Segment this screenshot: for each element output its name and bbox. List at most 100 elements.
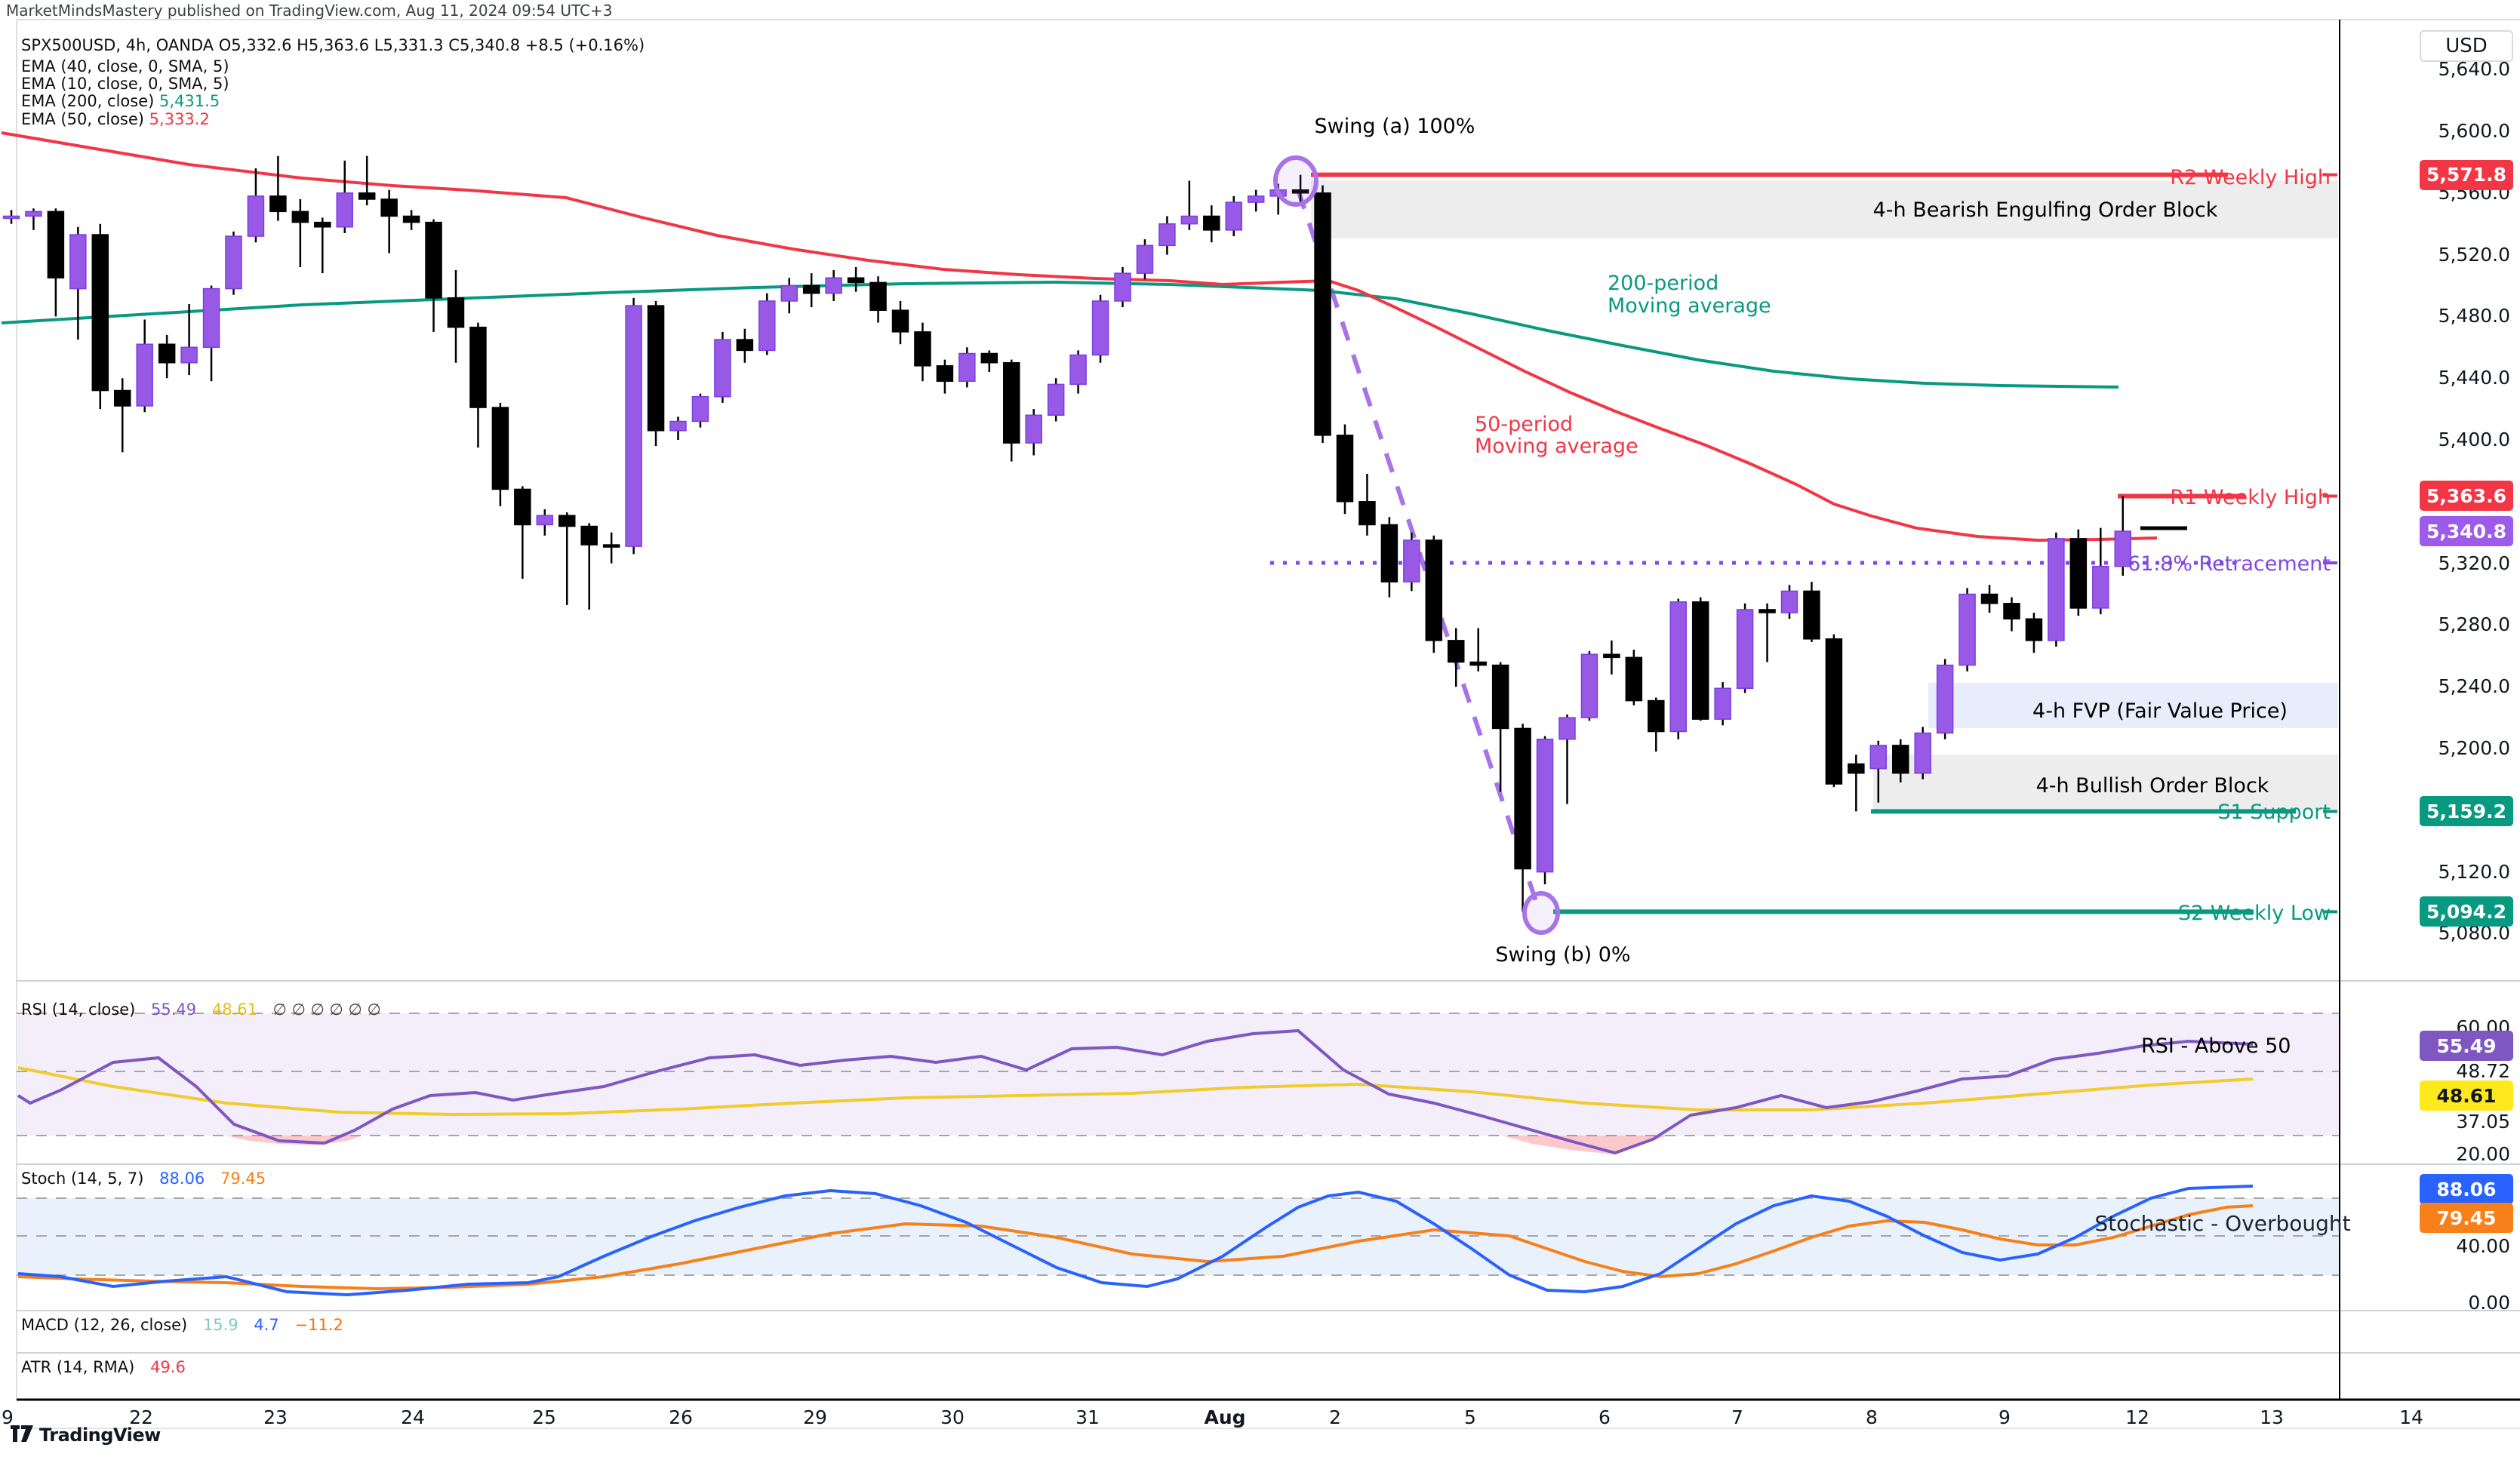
stoch-legend-row: Stoch (14, 5, 7) 88.06 79.45: [21, 1170, 276, 1188]
time-tick-label: 5: [1464, 1406, 1476, 1428]
time-tick-label: 6: [1598, 1406, 1611, 1428]
candle-body: [1380, 524, 1398, 582]
rsi-legend-row: RSI (14, close) 55.49 48.61 ∅ ∅ ∅ ∅ ∅ ∅: [21, 1000, 392, 1019]
candle-body: [647, 305, 665, 432]
s2-level-label: S2 Weekly Low: [2177, 902, 2331, 925]
ema40-legend: EMA (40, close, 0, SMA, 5): [21, 57, 229, 75]
candle-body: [1314, 192, 1331, 436]
time-tick-label: 2: [1329, 1406, 1341, 1428]
candle-body: [1047, 383, 1065, 416]
candle-body: [25, 211, 42, 217]
candle-body: [1069, 354, 1087, 386]
candle-body: [269, 195, 287, 213]
stoch-annotation: Stochastic - Overbought: [2094, 1211, 2351, 1236]
fair_value_price-box: [1928, 683, 2338, 728]
ema200-line: [1, 280, 2119, 389]
candle-body: [1603, 653, 1620, 659]
candle-body: [2048, 538, 2065, 641]
candle-body: [1358, 501, 1376, 526]
candle-body: [1758, 609, 1776, 613]
macd-label: MACD (12, 26, close): [21, 1316, 188, 1334]
fvp-label: 4-h FVP (Fair Value Price): [2032, 699, 2288, 723]
ma200-label-line1: 200-period: [1608, 272, 1719, 295]
time-tick-label: 13: [2260, 1406, 2284, 1428]
indicator-tick-label: 0.00: [2468, 1292, 2510, 1314]
indicator-tick-label: 20.00: [2456, 1143, 2510, 1165]
time-tick-label: 31: [1075, 1406, 1100, 1428]
ema50-label: EMA (50, close): [21, 110, 144, 128]
candle-body: [491, 407, 509, 490]
stoch-label: Stoch (14, 5, 7): [21, 1170, 144, 1188]
time-tick-label: 7: [1731, 1406, 1743, 1428]
candle-body: [1648, 699, 1665, 733]
stoch-k-line: [17, 1185, 2254, 1297]
candle-body: [314, 221, 331, 228]
candle-body: [1580, 653, 1598, 718]
indicator-badge: 88.06: [2420, 1174, 2513, 1204]
ema50-legend: EMA (50, close) 5,333.2: [21, 110, 210, 128]
rsi-annotation: RSI - Above 50: [2141, 1034, 2291, 1058]
price-tick-label: 5,240.0: [2438, 675, 2510, 698]
swing-a-label: Swing (a) 100%: [1314, 115, 1475, 138]
candle-body: [1625, 656, 1643, 702]
candle-body: [1803, 590, 1820, 640]
atr-label: ATR (14, RMA): [21, 1358, 135, 1376]
candle-body: [1958, 593, 1976, 666]
candle-body: [736, 339, 754, 352]
bullish_order_block-box: [1873, 755, 2338, 810]
candle-body: [2025, 618, 2043, 641]
candle-body: [714, 339, 731, 398]
candle-body: [1291, 189, 1309, 194]
candle-body: [1091, 300, 1109, 356]
candle-body: [180, 346, 198, 364]
indicator-badge: 79.45: [2420, 1203, 2513, 1233]
candle-body: [1558, 717, 1576, 740]
candle-body: [1914, 732, 1931, 774]
price-axis[interactable]: USD: [2340, 20, 2520, 1400]
candle-body: [1536, 738, 1554, 873]
candle-body: [825, 277, 842, 294]
candle-body: [536, 515, 554, 526]
candle-body: [1425, 539, 1443, 641]
candle-body: [980, 352, 998, 364]
rsi-line: [17, 1028, 2254, 1155]
price-tick-label: 5,320.0: [2438, 552, 2510, 574]
attribution-line: MarketMindsMastery published on TradingV…: [6, 2, 613, 20]
price-tick-label: 5,280.0: [2438, 613, 2510, 636]
ma50-label-line1: 50-period: [1475, 413, 1574, 436]
indicator-badge: 48.61: [2420, 1080, 2513, 1111]
fib-trendline: [1296, 189, 1540, 906]
candle-body: [336, 192, 353, 228]
symbol-ohlc-row: SPX500USD, 4h, OANDA O5,332.6 H5,363.6 L…: [21, 36, 645, 54]
candle-body: [1225, 201, 1242, 231]
macd-line-value: 4.7: [254, 1316, 279, 1334]
candle-body: [1025, 414, 1042, 444]
time-tick-label: 25: [532, 1406, 556, 1428]
rsi-label: RSI (14, close): [21, 1000, 136, 1019]
bearish_engulfing_order_block-box: [1311, 180, 2338, 238]
candle-body: [1114, 272, 1131, 302]
rsi-ma-line: [17, 1066, 2254, 1117]
candle-body: [691, 395, 709, 423]
candle-body: [225, 235, 242, 290]
time-tick-label: 30: [940, 1406, 965, 1428]
fib-level-label: 61.8% Retracement: [2128, 552, 2331, 576]
candle-body: [1158, 223, 1176, 247]
candle-body: [402, 215, 420, 223]
price-tick-label: 5,120.0: [2438, 860, 2510, 883]
price-badge: 5,159.2: [2420, 796, 2513, 827]
candle-body: [1247, 195, 1265, 203]
candle-body: [291, 211, 309, 223]
tradingview-logo-icon: [11, 1425, 33, 1442]
tradingview-brand-text: TradingView: [39, 1425, 161, 1446]
time-tick-label: 14: [2399, 1406, 2423, 1428]
time-tick-label: 23: [263, 1406, 288, 1428]
candle-body: [869, 281, 887, 311]
candle-body: [1892, 745, 1909, 774]
time-tick-label: 29: [803, 1406, 827, 1428]
candle-body: [2069, 538, 2088, 609]
candle-body: [1491, 664, 1509, 730]
candle-body: [514, 488, 531, 526]
